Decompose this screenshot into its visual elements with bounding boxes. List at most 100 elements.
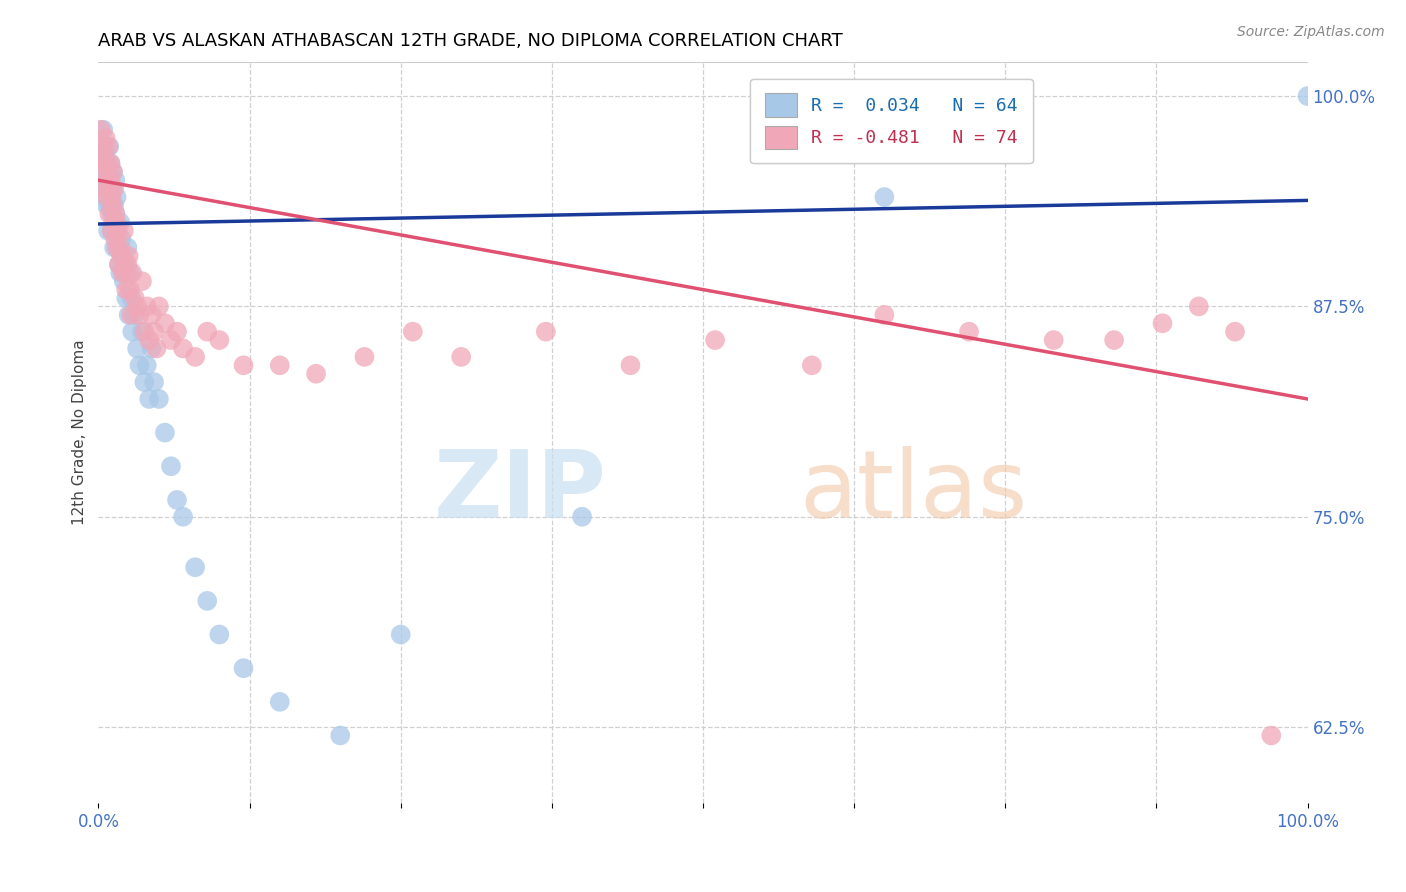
Point — [96, 156, 118, 170]
Point — [104, 207, 127, 221]
Point — [100, 207, 122, 221]
Point — [124, 308, 146, 322]
Point — [269, 359, 291, 373]
Point — [94, 190, 117, 204]
Point — [98, 198, 121, 212]
Point — [134, 375, 156, 389]
Point — [108, 257, 131, 271]
Point — [108, 266, 131, 280]
Point — [571, 509, 593, 524]
Point — [101, 165, 124, 179]
Text: ARAB VS ALASKAN ATHABASCAN 12TH GRADE, NO DIPLOMA CORRELATION CHART: ARAB VS ALASKAN ATHABASCAN 12TH GRADE, N… — [98, 32, 844, 50]
Point — [389, 627, 412, 641]
Point — [100, 156, 122, 170]
Point — [105, 224, 128, 238]
Point — [402, 325, 425, 339]
Point — [107, 240, 129, 255]
Point — [138, 333, 160, 347]
Point — [353, 350, 375, 364]
Point — [172, 342, 194, 356]
Point — [135, 300, 157, 314]
Point — [98, 207, 121, 221]
Point — [114, 257, 136, 271]
Point — [111, 266, 134, 280]
Point — [105, 190, 128, 204]
Point — [329, 729, 352, 743]
Point — [98, 181, 121, 195]
Point — [110, 232, 132, 246]
Point — [148, 392, 170, 406]
Point — [97, 181, 120, 195]
Point — [118, 266, 141, 280]
Point — [108, 215, 131, 229]
Point — [143, 375, 166, 389]
Point — [100, 224, 122, 238]
Text: Source: ZipAtlas.com: Source: ZipAtlas.com — [1237, 25, 1385, 39]
Point — [105, 240, 128, 255]
Point — [104, 207, 127, 221]
Point — [91, 181, 114, 195]
Point — [96, 190, 118, 204]
Point — [110, 249, 132, 263]
Point — [115, 283, 138, 297]
Point — [100, 224, 122, 238]
Point — [105, 215, 128, 229]
Point — [160, 459, 183, 474]
Point — [94, 165, 117, 179]
Point — [103, 240, 125, 255]
Y-axis label: 12th Grade, No Diploma: 12th Grade, No Diploma — [72, 340, 87, 525]
Point — [208, 333, 231, 347]
Point — [450, 350, 472, 364]
Point — [118, 249, 141, 263]
Point — [127, 342, 149, 356]
Point — [619, 359, 641, 373]
Point — [269, 695, 291, 709]
Point — [305, 367, 328, 381]
Point — [172, 509, 194, 524]
Point — [148, 300, 170, 314]
Point — [957, 325, 980, 339]
Point — [112, 274, 135, 288]
Point — [145, 342, 167, 356]
Point — [143, 325, 166, 339]
Point — [208, 627, 231, 641]
Point — [94, 165, 117, 179]
Point — [117, 257, 139, 271]
Point — [1042, 333, 1064, 347]
Point — [97, 173, 120, 187]
Point — [90, 122, 112, 136]
Point — [141, 342, 163, 356]
Point — [166, 325, 188, 339]
Point — [104, 232, 127, 246]
Point — [100, 156, 122, 170]
Point — [93, 148, 115, 162]
Point — [112, 224, 135, 238]
Point — [101, 181, 124, 195]
Point — [97, 224, 120, 238]
Point — [195, 594, 218, 608]
Legend: R =  0.034   N = 64, R = -0.481   N = 74: R = 0.034 N = 64, R = -0.481 N = 74 — [749, 78, 1032, 163]
Point — [1296, 89, 1319, 103]
Point — [117, 240, 139, 255]
Point — [114, 266, 136, 280]
Point — [103, 198, 125, 212]
Point — [121, 325, 143, 339]
Point — [534, 325, 557, 339]
Point — [873, 190, 896, 204]
Point — [91, 139, 114, 153]
Point — [232, 661, 254, 675]
Point — [800, 359, 823, 373]
Point — [121, 266, 143, 280]
Point — [1152, 316, 1174, 330]
Point — [1188, 300, 1211, 314]
Point — [101, 165, 124, 179]
Point — [103, 215, 125, 229]
Point — [1260, 729, 1282, 743]
Point — [93, 156, 115, 170]
Point — [128, 359, 150, 373]
Point — [91, 122, 114, 136]
Point — [91, 148, 114, 162]
Point — [153, 316, 176, 330]
Point — [93, 181, 115, 195]
Point — [1223, 325, 1246, 339]
